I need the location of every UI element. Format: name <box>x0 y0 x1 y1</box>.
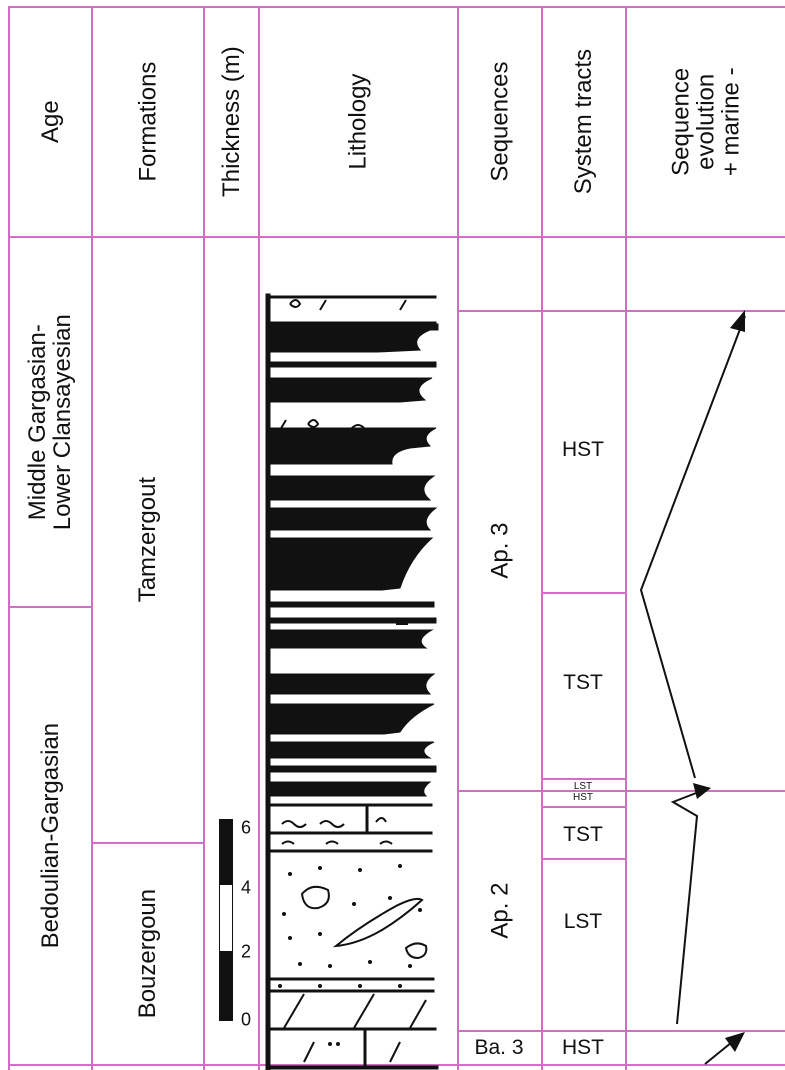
col-line <box>8 6 10 1070</box>
seq-evo-line3: + marine - <box>717 67 745 177</box>
header-thickness: Thickness (m) <box>205 8 258 236</box>
row-line <box>8 606 92 608</box>
tract-tst-ap3: TST <box>563 671 603 694</box>
seq-evo-line1: Sequence <box>667 67 695 177</box>
row-line <box>91 842 204 844</box>
header-sequences-label: Sequences <box>486 61 514 183</box>
header-lithology: Lithology <box>260 8 457 236</box>
col-line <box>457 6 459 1070</box>
scale-seg-bottom <box>219 951 233 1021</box>
row-line <box>8 236 785 238</box>
scale-tick-0: 0 <box>240 1009 252 1030</box>
header-lithology-label: Lithology <box>344 73 372 171</box>
scale-tick-2: 2 <box>240 941 252 962</box>
row-line <box>541 858 626 860</box>
row-line <box>8 6 785 8</box>
age-label: Bedoulian-Gargasian <box>36 723 64 949</box>
scale-tick-4: 4 <box>240 877 252 898</box>
sequence-evolution-curve <box>639 310 746 1065</box>
seq-evo-line2: evolution <box>692 73 720 171</box>
header-age: Age <box>10 8 91 236</box>
row-line <box>541 806 626 808</box>
sequence-ba3-label: Ba. 3 <box>474 1036 524 1059</box>
lithology-column-icon <box>265 293 439 1070</box>
trend-line-ap2 <box>670 787 710 1025</box>
row-line <box>457 310 785 312</box>
sequence-ap2: Ap. 2 <box>459 792 541 1030</box>
formation-bouzergoun: Bouzergoun <box>93 844 203 1064</box>
header-sequence-evolution: Sequence evolution + marine - <box>627 8 785 236</box>
col-line <box>91 6 93 1070</box>
scale-seg-white <box>219 884 233 952</box>
tract-lst-small: LST <box>573 781 593 792</box>
header-sequence-evolution-label: Sequence evolution + marine - <box>667 67 745 177</box>
formation-label: Bouzergoun <box>134 889 162 1019</box>
header-thickness-label: Thickness (m) <box>217 46 245 198</box>
scale-seg-top <box>219 819 233 884</box>
age-label: Middle Gargasian- Lower Clansayesian <box>24 313 77 531</box>
sequence-label: Ap. 2 <box>486 882 514 940</box>
formation-tamzergout: Tamzergout <box>93 238 203 842</box>
header-system-tracts: System tracts <box>543 8 625 236</box>
header-formations: Formations <box>93 8 203 236</box>
tract-hst-ap3: HST <box>562 438 604 461</box>
sequence-trend-arrow-icon <box>730 310 745 332</box>
row-line <box>8 1064 785 1066</box>
row-line <box>457 790 785 792</box>
age-bedoulian-gargasian: Bedoulian-Gargasian <box>10 608 91 1064</box>
age-middle-gargasian: Middle Gargasian- Lower Clansayesian <box>10 238 91 606</box>
trend-line-ba3 <box>704 1037 738 1065</box>
sequence-trend-arrow-icon <box>725 1032 745 1052</box>
header-formations-label: Formations <box>134 61 162 183</box>
header-age-label: Age <box>36 100 64 144</box>
row-line <box>541 592 626 594</box>
tract-hst-small: HST <box>573 792 593 803</box>
sequence-ap3: Ap. 3 <box>459 312 541 790</box>
row-line <box>457 1030 785 1032</box>
header-system-tracts-label: System tracts <box>570 49 598 195</box>
formation-label: Tamzergout <box>134 477 162 603</box>
col-line <box>258 6 260 1070</box>
col-line <box>541 6 543 1070</box>
sequence-trend-arrow-icon <box>693 783 711 799</box>
age-line1: Middle Gargasian- <box>24 323 52 521</box>
tract-lst-ap2: LST <box>563 910 603 933</box>
col-line <box>203 6 205 1070</box>
row-line <box>541 778 626 780</box>
sequence-label: Ap. 3 <box>486 522 514 580</box>
age-line2: Lower Clansayesian <box>49 313 77 531</box>
tract-tst-ap2: TST <box>563 823 603 846</box>
trend-line-ap3 <box>639 315 746 779</box>
col-line <box>625 6 627 1070</box>
header-sequences: Sequences <box>459 8 541 236</box>
scale-tick-6: 6 <box>240 817 252 838</box>
tract-hst-ba3: HST <box>562 1036 604 1059</box>
